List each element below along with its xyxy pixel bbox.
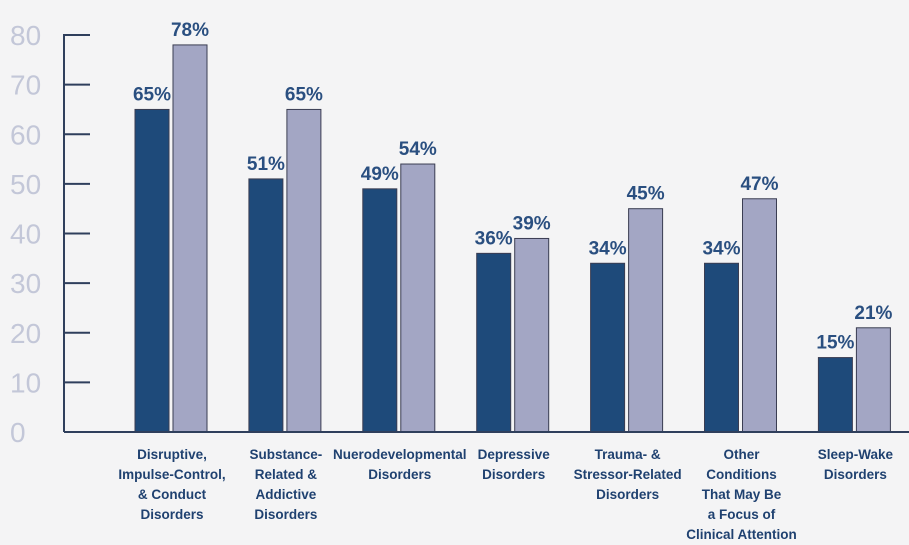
category-label: Sleep-Wake Disorders xyxy=(818,447,894,482)
data-label: 34% xyxy=(702,238,740,259)
bar-series-2 xyxy=(628,208,664,433)
category-label-line: Disorders xyxy=(482,467,545,482)
bar-series-1 xyxy=(590,262,626,433)
y-tick-label: 70 xyxy=(10,70,41,101)
bar-series-1 xyxy=(134,108,170,433)
category-label-line: Stressor-Related xyxy=(574,467,682,482)
data-label: 54% xyxy=(399,139,437,160)
y-tick-label: 60 xyxy=(10,119,41,150)
data-label: 65% xyxy=(285,84,323,105)
y-tick-label: 20 xyxy=(10,318,41,349)
category-label-line: Disorders xyxy=(254,507,317,522)
category-label-line: That May Be xyxy=(702,487,782,502)
bar-series-2 xyxy=(742,198,777,433)
data-label: 51% xyxy=(247,154,285,175)
category-label-line: Disorders xyxy=(368,467,431,482)
category-label-line: & Conduct xyxy=(138,487,207,502)
category-label: Trauma- & Stressor-Related Disorders xyxy=(574,447,682,502)
data-label: 49% xyxy=(361,164,399,185)
data-label: 21% xyxy=(854,303,892,324)
data-label: 34% xyxy=(589,238,627,259)
data-label: 47% xyxy=(740,174,778,195)
data-label: 39% xyxy=(513,213,551,234)
data-label: 15% xyxy=(816,333,854,354)
category-label-line: Disorders xyxy=(140,507,203,522)
data-label: 65% xyxy=(133,84,171,105)
bar-series-2 xyxy=(400,163,436,433)
bar-series-2 xyxy=(286,108,322,433)
category-label-line: Nuerodevelopmental xyxy=(333,447,467,462)
category-label-line: Other xyxy=(723,447,760,462)
category-label: Nuerodevelopmental Disorders xyxy=(333,447,467,482)
y-tick-label: 50 xyxy=(10,169,41,200)
y-tick-label: 80 xyxy=(10,20,41,51)
category-label-line: Conditions xyxy=(706,467,777,482)
y-tick-label: 40 xyxy=(10,219,41,250)
category-label-line: Disorders xyxy=(824,467,887,482)
bar-series-1 xyxy=(248,178,284,433)
category-label-line: Impulse-Control, xyxy=(118,467,225,482)
data-label: 45% xyxy=(627,184,665,205)
category-label: Substance- Related & Addictive Disorders xyxy=(250,447,323,522)
bar-series-2 xyxy=(172,44,208,433)
category-label-line: Depressive xyxy=(478,447,551,462)
category-label-line: Disruptive, xyxy=(137,447,207,462)
category-label-line: Substance- xyxy=(250,447,323,462)
category-label: Depressive Disorders xyxy=(478,447,551,482)
bar-series-1 xyxy=(817,357,853,433)
category-label: Other Conditions That May Be a Focus of Clin… xyxy=(686,447,797,540)
data-label: 78% xyxy=(171,20,209,41)
category-label-line: Trauma- & xyxy=(595,447,661,462)
category-label-line: Clinical Attention xyxy=(686,527,797,540)
bar-series-1 xyxy=(362,188,398,433)
bar-series-1 xyxy=(704,262,739,433)
data-label: 36% xyxy=(475,228,513,249)
bar-series-2 xyxy=(855,327,891,433)
category-label-line: Addictive xyxy=(256,487,317,502)
category-label-line: Sleep-Wake xyxy=(818,447,894,462)
category-label-line: Related & xyxy=(255,467,318,482)
bar-series-1 xyxy=(476,252,512,433)
category-label-line: Disorders xyxy=(596,487,659,502)
y-tick-label: 30 xyxy=(10,268,41,299)
y-tick-label: 10 xyxy=(10,367,41,398)
category-label: Disruptive, Impulse-Control, & Conduct Diso… xyxy=(118,447,225,522)
category-label-line: a Focus of xyxy=(708,507,776,522)
bar-series-2 xyxy=(514,237,550,433)
y-tick-label: 0 xyxy=(10,417,26,448)
